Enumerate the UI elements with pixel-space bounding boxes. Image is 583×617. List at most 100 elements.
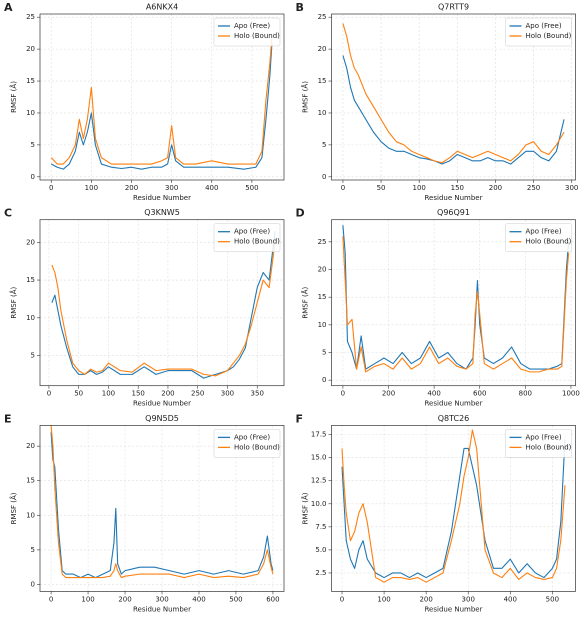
x-tick-label: 0 xyxy=(341,184,345,192)
x-tick-label: 100 xyxy=(85,184,98,192)
series-line xyxy=(51,242,276,377)
y-tick-label: 7.5 xyxy=(315,523,326,531)
x-tick-label: 350 xyxy=(251,390,264,398)
panel-label: D xyxy=(296,207,305,220)
legend-label: Holo (Bound) xyxy=(234,238,280,246)
y-tick-label: 20 xyxy=(318,45,327,53)
y-tick-label: 5 xyxy=(322,349,326,357)
y-tick-label: 10 xyxy=(318,321,327,329)
x-tick-label: 500 xyxy=(546,595,559,603)
x-tick-label: 250 xyxy=(191,390,204,398)
series-line xyxy=(51,230,276,379)
series-line xyxy=(341,429,566,583)
x-tick-label: 150 xyxy=(132,390,145,398)
x-tick-label: 100 xyxy=(81,595,94,603)
y-axis-label: RMSF (Å) xyxy=(301,492,310,524)
chart-title: Q96Q91 xyxy=(437,208,470,217)
y-tick-label: 5.0 xyxy=(315,546,326,554)
x-tick-label: 0 xyxy=(340,595,344,603)
x-axis-label: Residue Number xyxy=(425,400,483,408)
legend-box xyxy=(213,223,281,252)
x-tick-label: 50 xyxy=(74,390,83,398)
legend-box xyxy=(213,429,281,458)
x-axis-label: Residue Number xyxy=(133,400,191,408)
x-tick-label: 200 xyxy=(489,184,502,192)
legend-label: Holo (Bound) xyxy=(526,443,572,451)
y-tick-label: 10 xyxy=(318,109,327,117)
y-tick-label: 5 xyxy=(31,141,35,149)
x-tick-label: 200 xyxy=(419,595,432,603)
legend-box xyxy=(505,223,572,252)
x-axis-label: Residue Number xyxy=(425,194,483,202)
y-tick-label: 15 xyxy=(318,293,327,301)
x-tick-label: 200 xyxy=(161,390,174,398)
x-tick-label: 0 xyxy=(49,184,53,192)
legend-box xyxy=(213,17,281,47)
y-tick-label: 0 xyxy=(31,580,35,588)
legend-label: Holo (Bound) xyxy=(526,32,572,40)
legend-label: Holo (Bound) xyxy=(234,32,280,40)
series-line xyxy=(342,23,565,164)
y-tick-label: 20 xyxy=(26,442,35,450)
chart-title: A6NKX4 xyxy=(146,3,178,12)
y-tick-label: 20 xyxy=(318,266,327,274)
series-line xyxy=(342,225,570,370)
y-tick-label: 10 xyxy=(26,511,35,519)
y-tick-label: 0 xyxy=(31,173,35,181)
legend-label: Holo (Bound) xyxy=(234,443,280,451)
x-axis-label: Residue Number xyxy=(133,605,191,613)
y-tick-label: 0 xyxy=(322,173,326,181)
x-tick-label: 600 xyxy=(473,390,486,398)
panel: A A6NKX4 0 5 10 15 20 25 0 100 200 300 400 500 Residue… xyxy=(4,1,285,202)
x-tick-label: 300 xyxy=(155,595,168,603)
y-tick-label: 10 xyxy=(26,314,35,322)
legend-label: Apo (Free) xyxy=(526,22,562,30)
x-tick-label: 200 xyxy=(118,595,131,603)
y-tick-label: 10 xyxy=(26,109,35,117)
x-tick-label: 400 xyxy=(192,595,205,603)
chart-title: Q8TC26 xyxy=(438,414,470,423)
x-tick-label: 150 xyxy=(451,184,464,192)
series-line xyxy=(342,55,565,165)
x-tick-label: 300 xyxy=(221,390,234,398)
legend-label: Apo (Free) xyxy=(526,433,562,441)
x-tick-label: 600 xyxy=(266,595,279,603)
x-tick-label: 250 xyxy=(527,184,540,192)
x-tick-label: 300 xyxy=(462,595,475,603)
x-tick-label: 400 xyxy=(427,390,440,398)
y-tick-label: 15 xyxy=(318,77,327,85)
x-tick-label: 0 xyxy=(341,390,345,398)
y-tick-label: 15.0 xyxy=(311,454,327,462)
y-tick-label: 15 xyxy=(26,276,35,284)
x-tick-label: 200 xyxy=(382,390,395,398)
series-line xyxy=(341,439,566,579)
x-tick-label: 50 xyxy=(377,184,386,192)
y-axis-label: RMSF (Å) xyxy=(301,287,310,319)
y-axis-label: RMSF (Å) xyxy=(301,81,310,113)
x-tick-label: 500 xyxy=(229,595,242,603)
legend-box xyxy=(505,429,572,458)
chart-title: Q9N5D5 xyxy=(145,414,179,423)
legend-label: Apo (Free) xyxy=(234,433,270,441)
y-tick-label: 25 xyxy=(26,13,35,21)
legend-label: Apo (Free) xyxy=(234,228,270,236)
y-tick-label: 10.0 xyxy=(311,500,327,508)
panel: F Q8TC26 2.5 5.0 7.5 10.0 12.5 15.0 17.5 0 100 200 3… xyxy=(296,412,576,613)
plot-frame xyxy=(39,425,285,592)
x-tick-label: 100 xyxy=(413,184,426,192)
y-axis-label: RMSF (Å) xyxy=(9,81,18,113)
x-tick-label: 400 xyxy=(205,184,218,192)
y-tick-label: 20 xyxy=(26,45,35,53)
plot-frame xyxy=(39,13,285,181)
plot-frame xyxy=(331,425,576,592)
x-tick-label: 800 xyxy=(519,390,532,398)
y-tick-label: 15 xyxy=(26,477,35,485)
plot-frame xyxy=(331,13,576,181)
x-tick-label: 100 xyxy=(377,595,390,603)
y-tick-label: 12.5 xyxy=(311,477,327,485)
y-tick-label: 25 xyxy=(318,238,327,246)
x-tick-label: 1000 xyxy=(562,390,580,398)
